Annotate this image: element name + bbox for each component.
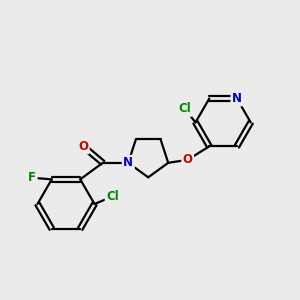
Text: Cl: Cl	[178, 102, 191, 116]
Text: N: N	[123, 156, 133, 169]
Text: N: N	[232, 92, 242, 105]
Text: N: N	[123, 156, 133, 169]
Text: F: F	[28, 171, 36, 184]
Text: O: O	[78, 140, 88, 153]
Text: O: O	[183, 153, 193, 166]
Text: Cl: Cl	[106, 190, 119, 203]
